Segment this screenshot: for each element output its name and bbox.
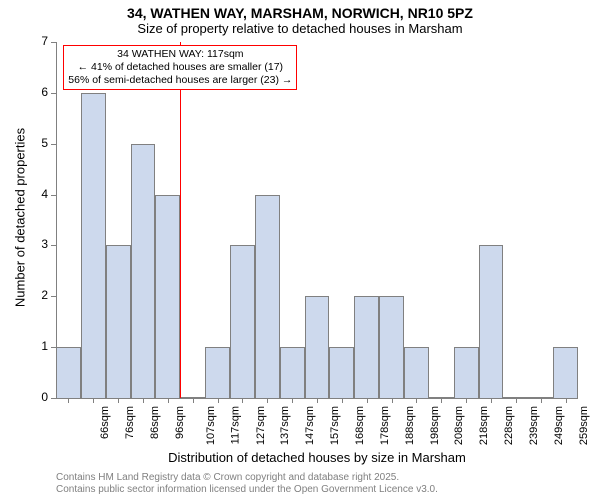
xtick-mark — [218, 398, 219, 403]
ytick-mark — [51, 42, 56, 43]
xtick-mark — [566, 398, 567, 403]
xtick-mark — [392, 398, 393, 403]
xtick-mark — [68, 398, 69, 403]
bar — [354, 296, 379, 398]
xtick-label: 259sqm — [578, 406, 590, 445]
xtick-mark — [193, 398, 194, 403]
xtick-mark — [93, 398, 94, 403]
bar — [106, 245, 131, 398]
xtick-label: 218sqm — [478, 406, 490, 445]
xtick-mark — [292, 398, 293, 403]
xtick-label: 117sqm — [229, 406, 241, 444]
xtick-label: 178sqm — [379, 406, 391, 445]
bar — [81, 93, 106, 398]
xtick-label: 147sqm — [304, 406, 316, 445]
bar — [230, 245, 255, 398]
ytick-mark — [51, 245, 56, 246]
xtick-label: 208sqm — [454, 406, 466, 445]
bar — [155, 195, 180, 398]
bar — [479, 245, 504, 398]
bar — [131, 144, 156, 398]
footer-line-2: Contains public sector information licen… — [56, 484, 438, 496]
xtick-label: 66sqm — [99, 406, 111, 439]
title-line-2: Size of property relative to detached ho… — [0, 21, 600, 36]
xtick-label: 228sqm — [503, 406, 515, 445]
xtick-mark — [342, 398, 343, 403]
xtick-label: 127sqm — [255, 406, 267, 445]
xtick-mark — [441, 398, 442, 403]
xtick-mark — [267, 398, 268, 403]
xtick-label: 107sqm — [205, 406, 217, 445]
bar — [404, 347, 429, 398]
plot-area: 0123456766sqm76sqm86sqm96sqm107sqm117sqm… — [56, 42, 578, 398]
ytick-mark — [51, 296, 56, 297]
xtick-mark — [541, 398, 542, 403]
annotation-box: 34 WATHEN WAY: 117sqm← 41% of detached h… — [63, 45, 297, 90]
chart-titles: 34, WATHEN WAY, MARSHAM, NORWICH, NR10 5… — [0, 0, 600, 36]
bar — [454, 347, 479, 398]
ytick-mark — [51, 144, 56, 145]
xtick-label: 198sqm — [429, 406, 441, 445]
xtick-mark — [491, 398, 492, 403]
xtick-mark — [242, 398, 243, 403]
x-axis-label: Distribution of detached houses by size … — [56, 450, 578, 465]
y-axis — [56, 42, 57, 398]
ytick-mark — [51, 195, 56, 196]
footer-attribution: Contains HM Land Registry data © Crown c… — [56, 472, 438, 496]
title-line-1: 34, WATHEN WAY, MARSHAM, NORWICH, NR10 5… — [0, 5, 600, 21]
bar — [205, 347, 230, 398]
ytick-mark — [51, 347, 56, 348]
xtick-label: 157sqm — [329, 406, 341, 445]
xtick-mark — [516, 398, 517, 403]
xtick-mark — [466, 398, 467, 403]
bar — [305, 296, 330, 398]
annotation-line-1: 34 WATHEN WAY: 117sqm — [68, 48, 292, 61]
xtick-mark — [168, 398, 169, 403]
xtick-label: 96sqm — [174, 406, 186, 439]
annotation-line-2: ← 41% of detached houses are smaller (17… — [68, 61, 292, 74]
ytick-label: 6 — [18, 85, 48, 99]
xtick-mark — [416, 398, 417, 403]
bar — [280, 347, 305, 398]
footer-line-1: Contains HM Land Registry data © Crown c… — [56, 472, 438, 484]
annotation-line-3: 56% of semi-detached houses are larger (… — [68, 74, 292, 87]
ytick-label: 0 — [18, 390, 48, 404]
ytick-label: 1 — [18, 339, 48, 353]
xtick-label: 239sqm — [528, 406, 540, 445]
xtick-mark — [367, 398, 368, 403]
xtick-label: 137sqm — [280, 406, 292, 445]
reference-line — [180, 42, 181, 398]
xtick-label: 188sqm — [404, 406, 416, 445]
ytick-label: 7 — [18, 34, 48, 48]
xtick-label: 76sqm — [124, 406, 136, 439]
xtick-mark — [317, 398, 318, 403]
bar — [379, 296, 404, 398]
xtick-mark — [118, 398, 119, 403]
xtick-label: 249sqm — [553, 406, 565, 445]
bar — [56, 347, 81, 398]
bar — [329, 347, 354, 398]
xtick-label: 168sqm — [354, 406, 366, 445]
y-axis-label: Number of detached properties — [13, 118, 28, 318]
bar — [255, 195, 280, 398]
ytick-mark — [51, 398, 56, 399]
ytick-mark — [51, 93, 56, 94]
xtick-label: 86sqm — [149, 406, 161, 439]
bar — [553, 347, 578, 398]
xtick-mark — [143, 398, 144, 403]
